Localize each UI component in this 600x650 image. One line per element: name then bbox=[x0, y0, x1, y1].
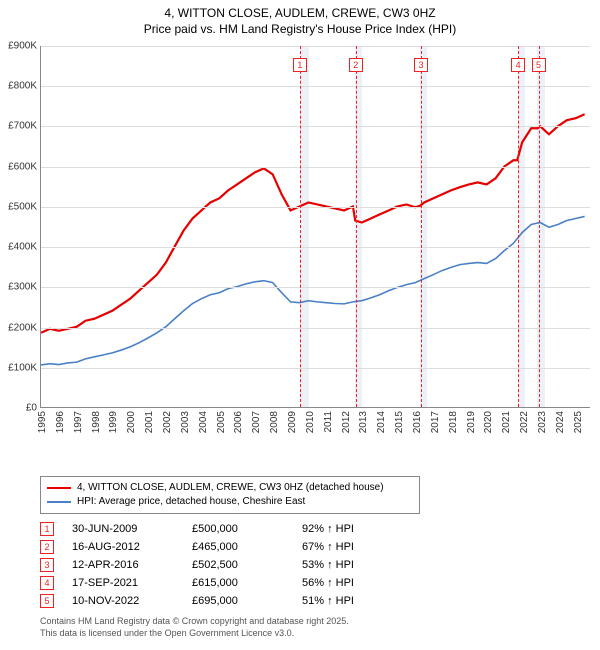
x-tick-label: 2022 bbox=[519, 411, 530, 433]
event-number-box: 1 bbox=[40, 522, 54, 536]
event-marker-line bbox=[356, 46, 357, 407]
event-pct: 56% ↑ HPI bbox=[302, 577, 382, 589]
x-tick-label: 1995 bbox=[37, 411, 48, 433]
x-tick-label: 2004 bbox=[198, 411, 209, 433]
event-marker-box: 2 bbox=[349, 58, 363, 72]
y-tick-label: £300K bbox=[8, 282, 37, 293]
series-line bbox=[41, 216, 585, 364]
y-tick-label: £100K bbox=[8, 362, 37, 373]
event-price: £500,000 bbox=[192, 523, 302, 535]
y-tick-label: £400K bbox=[8, 242, 37, 253]
event-row: 2 16-AUG-2012£465,00067% ↑ HPI bbox=[40, 538, 382, 556]
event-price: £465,000 bbox=[192, 541, 302, 553]
legend-item-hpi: HPI: Average price, detached house, Ches… bbox=[47, 495, 413, 509]
legend-item-property: 4, WITTON CLOSE, AUDLEM, CREWE, CW3 0HZ … bbox=[47, 481, 413, 495]
x-tick-label: 2017 bbox=[430, 411, 441, 433]
x-tick-label: 2000 bbox=[126, 411, 137, 433]
event-date: 16-AUG-2012 bbox=[72, 541, 192, 553]
attribution-line-1: Contains HM Land Registry data © Crown c… bbox=[40, 616, 349, 628]
legend-label-hpi: HPI: Average price, detached house, Ches… bbox=[77, 495, 305, 509]
y-tick-label: £0 bbox=[26, 403, 37, 414]
x-tick-label: 2018 bbox=[448, 411, 459, 433]
x-tick-label: 2016 bbox=[412, 411, 423, 433]
x-tick-label: 1996 bbox=[55, 411, 66, 433]
x-tick-label: 2007 bbox=[251, 411, 262, 433]
x-tick-label: 2003 bbox=[180, 411, 191, 433]
chart-title: 4, WITTON CLOSE, AUDLEM, CREWE, CW3 0HZ … bbox=[0, 0, 600, 37]
y-tick-label: £600K bbox=[8, 161, 37, 172]
events-table: 1 30-JUN-2009£500,00092% ↑ HPI 2 16-AUG-201… bbox=[40, 520, 382, 610]
x-tick-label: 2010 bbox=[305, 411, 316, 433]
event-marker-box: 5 bbox=[532, 58, 546, 72]
x-tick-label: 2023 bbox=[537, 411, 548, 433]
y-tick-label: £800K bbox=[8, 81, 37, 92]
x-tick-label: 2020 bbox=[483, 411, 494, 433]
event-price: £615,000 bbox=[192, 577, 302, 589]
event-number-box: 2 bbox=[40, 540, 54, 554]
event-price: £695,000 bbox=[192, 595, 302, 607]
event-number-box: 3 bbox=[40, 558, 54, 572]
x-tick-label: 2014 bbox=[376, 411, 387, 433]
x-tick-label: 1997 bbox=[73, 411, 84, 433]
x-tick-label: 2008 bbox=[269, 411, 280, 433]
plot-area: £0£100K£200K£300K£400K£500K£600K£700K£80… bbox=[40, 46, 590, 408]
event-marker-line bbox=[518, 46, 519, 407]
x-tick-label: 2006 bbox=[233, 411, 244, 433]
event-pct: 51% ↑ HPI bbox=[302, 595, 382, 607]
title-line-1: 4, WITTON CLOSE, AUDLEM, CREWE, CW3 0HZ bbox=[0, 6, 600, 22]
x-tick-label: 2013 bbox=[358, 411, 369, 433]
event-date: 17-SEP-2021 bbox=[72, 577, 192, 589]
y-tick-label: £900K bbox=[8, 41, 37, 52]
event-price: £502,500 bbox=[192, 559, 302, 571]
event-marker-box: 1 bbox=[293, 58, 307, 72]
x-tick-label: 2015 bbox=[394, 411, 405, 433]
x-tick-label: 2024 bbox=[555, 411, 566, 433]
title-line-2: Price paid vs. HM Land Registry's House … bbox=[0, 22, 600, 38]
event-row: 1 30-JUN-2009£500,00092% ↑ HPI bbox=[40, 520, 382, 538]
series-svg bbox=[41, 46, 590, 407]
x-tick-label: 2019 bbox=[466, 411, 477, 433]
y-tick-label: £200K bbox=[8, 322, 37, 333]
event-marker-line bbox=[300, 46, 301, 407]
attribution: Contains HM Land Registry data © Crown c… bbox=[40, 616, 349, 639]
event-marker-box: 4 bbox=[511, 58, 525, 72]
event-pct: 53% ↑ HPI bbox=[302, 559, 382, 571]
legend-swatch-hpi bbox=[47, 501, 71, 503]
x-tick-label: 2009 bbox=[287, 411, 298, 433]
event-row: 3 12-APR-2016£502,50053% ↑ HPI bbox=[40, 556, 382, 574]
x-tick-label: 2001 bbox=[144, 411, 155, 433]
event-marker-line bbox=[539, 46, 540, 407]
event-date: 30-JUN-2009 bbox=[72, 523, 192, 535]
y-tick-label: £700K bbox=[8, 121, 37, 132]
event-date: 10-NOV-2022 bbox=[72, 595, 192, 607]
x-tick-label: 2002 bbox=[162, 411, 173, 433]
y-tick-label: £500K bbox=[8, 201, 37, 212]
x-tick-label: 2025 bbox=[573, 411, 584, 433]
x-tick-label: 1999 bbox=[108, 411, 119, 433]
event-row: 4 17-SEP-2021£615,00056% ↑ HPI bbox=[40, 574, 382, 592]
legend-swatch-property bbox=[47, 487, 71, 489]
event-number-box: 5 bbox=[40, 594, 54, 608]
x-tick-label: 2005 bbox=[216, 411, 227, 433]
attribution-line-2: This data is licensed under the Open Gov… bbox=[40, 628, 349, 640]
x-tick-label: 2012 bbox=[341, 411, 352, 433]
event-pct: 67% ↑ HPI bbox=[302, 541, 382, 553]
event-number-box: 4 bbox=[40, 576, 54, 590]
event-marker-box: 3 bbox=[414, 58, 428, 72]
x-tick-label: 2021 bbox=[501, 411, 512, 433]
x-tick-label: 2011 bbox=[323, 411, 334, 433]
event-date: 12-APR-2016 bbox=[72, 559, 192, 571]
series-line bbox=[41, 114, 585, 333]
legend: 4, WITTON CLOSE, AUDLEM, CREWE, CW3 0HZ … bbox=[40, 476, 420, 514]
legend-label-property: 4, WITTON CLOSE, AUDLEM, CREWE, CW3 0HZ … bbox=[77, 481, 384, 495]
price-chart: 4, WITTON CLOSE, AUDLEM, CREWE, CW3 0HZ … bbox=[0, 0, 600, 650]
event-row: 5 10-NOV-2022£695,00051% ↑ HPI bbox=[40, 592, 382, 610]
event-marker-line bbox=[421, 46, 422, 407]
event-pct: 92% ↑ HPI bbox=[302, 523, 382, 535]
x-tick-label: 1998 bbox=[91, 411, 102, 433]
